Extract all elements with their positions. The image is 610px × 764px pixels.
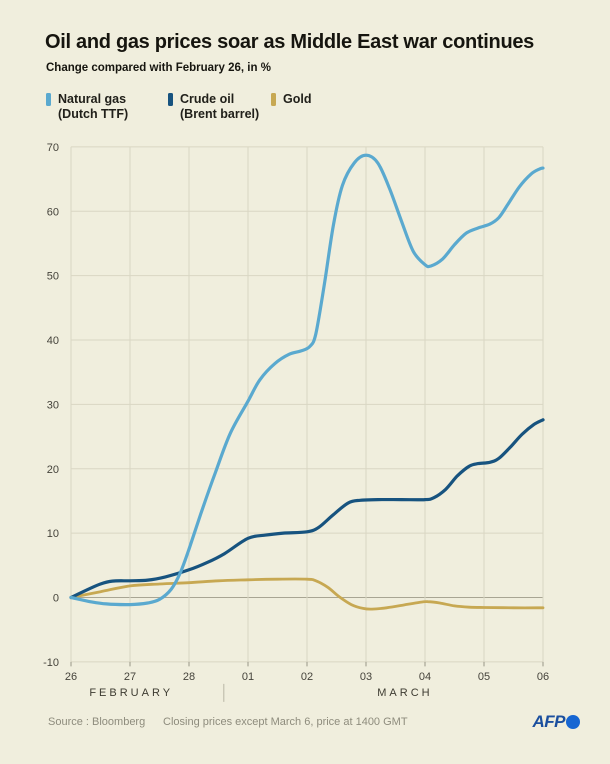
natural-gas-swatch bbox=[46, 93, 51, 106]
legend-label-crude-oil: Crude oil bbox=[180, 92, 235, 106]
y-axis-label: 60 bbox=[47, 206, 59, 218]
x-axis-label: 28 bbox=[183, 671, 195, 683]
y-axis-label: 70 bbox=[47, 142, 59, 154]
series-line-natural-gas bbox=[69, 153, 545, 607]
y-axis-label: 50 bbox=[47, 271, 59, 283]
month-label: FEBRUARY bbox=[89, 687, 173, 699]
afp-logo: AFP bbox=[532, 712, 580, 732]
legend-sublabel-crude-oil: (Brent barrel) bbox=[180, 107, 260, 121]
legend-item-crude-oil: Crude oil (Brent barrel) bbox=[168, 92, 259, 122]
source-note: Source : Bloomberg bbox=[48, 716, 146, 728]
afp-logo-circle-icon bbox=[566, 715, 580, 729]
gold-swatch bbox=[271, 93, 276, 106]
chart-subtitle: Change compared with February 26, in % bbox=[46, 62, 271, 74]
crude-oil-swatch bbox=[168, 93, 173, 106]
x-axis-label: 05 bbox=[478, 671, 490, 683]
legend-label-gold: Gold bbox=[283, 92, 312, 106]
series-line-crude-oil bbox=[69, 418, 545, 600]
y-axis-label: 0 bbox=[53, 593, 59, 605]
closing-price-note: Closing prices except March 6, price at … bbox=[163, 716, 408, 728]
chart-title: Oil and gas prices soar as Middle East w… bbox=[45, 31, 535, 53]
legend-label-natural-gas: Natural gas bbox=[58, 92, 127, 106]
y-axis-label: 10 bbox=[47, 528, 59, 540]
y-axis-label: 30 bbox=[47, 399, 59, 411]
legend-item-gold: Gold bbox=[271, 92, 311, 107]
month-label: MARCH bbox=[377, 687, 432, 699]
afp-logo-text: AFP bbox=[532, 712, 566, 731]
x-axis-label: 03 bbox=[360, 671, 372, 683]
y-axis-label: 40 bbox=[47, 335, 59, 347]
legend-item-natural-gas: Natural gas (Dutch TTF) bbox=[46, 92, 128, 122]
y-axis-label: 20 bbox=[47, 464, 59, 476]
series-line-gold bbox=[69, 577, 545, 611]
x-axis-label: 06 bbox=[537, 671, 549, 683]
x-axis-label: 26 bbox=[65, 671, 77, 683]
x-axis-label: 27 bbox=[124, 671, 136, 683]
y-axis-label: -10 bbox=[43, 657, 59, 669]
x-axis-label: 04 bbox=[419, 671, 431, 683]
legend-sublabel-natural-gas: (Dutch TTF) bbox=[58, 107, 129, 121]
x-axis-label: 01 bbox=[242, 671, 254, 683]
x-axis-label: 02 bbox=[301, 671, 313, 683]
